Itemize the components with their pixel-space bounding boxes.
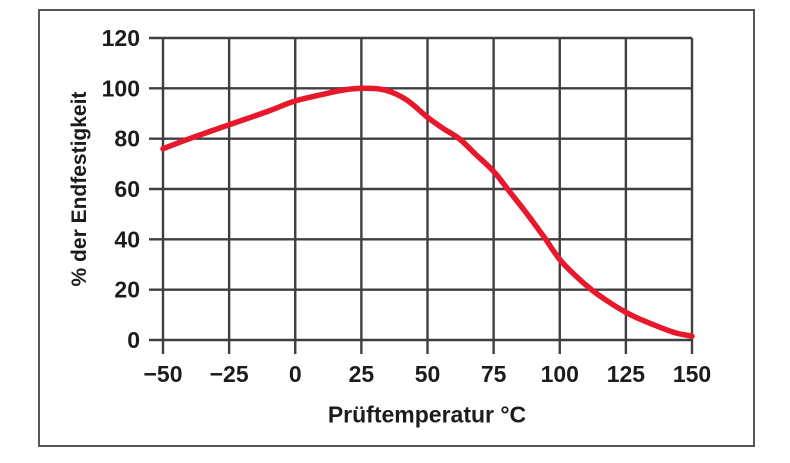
y-tick-label: 40 bbox=[114, 226, 140, 252]
y-axis-title: % der Endfestigkeit bbox=[68, 91, 91, 287]
x-tick-label: 50 bbox=[415, 361, 441, 387]
x-axis-title: Prüftemperatur °C bbox=[327, 401, 527, 428]
x-tick-label: 75 bbox=[481, 361, 507, 387]
x-tick-label: 25 bbox=[349, 361, 375, 387]
data-curve-strength-vs-test-temperature bbox=[160, 85, 695, 339]
x-tick-label: 100 bbox=[541, 361, 579, 387]
x-tick-label: 125 bbox=[607, 361, 646, 387]
chart-frame bbox=[38, 9, 755, 447]
tick-labels: 0 20 40 60 80 100 120 −50 −25 0 25 50 75 100 125 150 bbox=[102, 25, 712, 387]
x-tick-label: 150 bbox=[673, 361, 711, 387]
y-tick-label: 0 bbox=[127, 327, 140, 353]
y-tick-label: 60 bbox=[114, 176, 140, 202]
y-tick-label: 100 bbox=[102, 75, 140, 101]
x-tick-label: 0 bbox=[289, 361, 302, 387]
y-tick-label: 20 bbox=[114, 277, 140, 303]
y-tick-label: 120 bbox=[102, 25, 140, 51]
y-tick-label: 80 bbox=[114, 126, 140, 152]
x-tick-label: −50 bbox=[143, 361, 182, 387]
x-tick-label: −25 bbox=[210, 361, 249, 387]
grid-lines bbox=[149, 36, 694, 354]
